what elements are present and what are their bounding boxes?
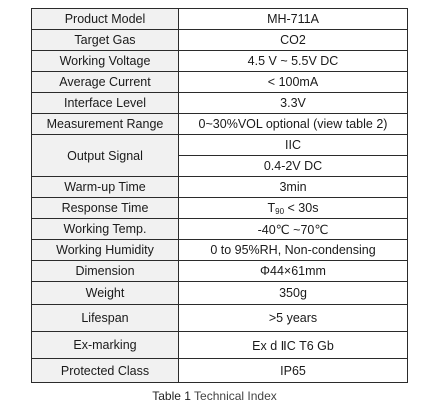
table-row: Interface Level 3.3V xyxy=(31,92,408,114)
caption-number: Table 1 xyxy=(152,389,191,403)
table-row: Working Humidity 0 to 95%RH, Non-condens… xyxy=(31,239,408,261)
row-label: Measurement Range xyxy=(31,113,179,135)
technical-index-table: Product Model MH-711A Target Gas CO2 Wor… xyxy=(31,8,408,383)
caption-text: Technical Index xyxy=(194,389,277,403)
row-label: Weight xyxy=(31,281,179,305)
row-value: 4.5 V ~ 5.5V DC xyxy=(178,50,408,72)
table-row: Ex-marking Ex d ⅡC T6 Gb xyxy=(31,331,408,359)
row-value: 0~30%VOL optional (view table 2) xyxy=(178,113,408,135)
row-value: Ex d ⅡC T6 Gb xyxy=(178,331,408,359)
row-label: Output Signal xyxy=(31,134,179,177)
table-row: Weight 350g xyxy=(31,281,408,305)
row-value: MH-711A xyxy=(178,8,408,30)
row-label: Target Gas xyxy=(31,29,179,51)
row-value: 3.3V xyxy=(178,92,408,114)
row-label: Interface Level xyxy=(31,92,179,114)
row-value: IP65 xyxy=(178,358,408,383)
table-row: Warm-up Time 3min xyxy=(31,176,408,198)
row-value: 0 to 95%RH, Non-condensing xyxy=(178,239,408,261)
row-value: CO2 xyxy=(178,29,408,51)
row-value: 3min xyxy=(178,176,408,198)
table-row: Working Temp. -40℃ ~70℃ xyxy=(31,218,408,240)
row-label: Working Voltage xyxy=(31,50,179,72)
row-value: IIC xyxy=(178,134,408,156)
row-value: < 100mA xyxy=(178,71,408,93)
table-row: 0.4-2V DC xyxy=(32,155,408,177)
row-label: Working Temp. xyxy=(31,218,179,240)
table-row: Working Voltage 4.5 V ~ 5.5V DC xyxy=(31,50,408,72)
table-row: Output Signal IIC xyxy=(31,134,408,177)
row-value: Φ44×61mm xyxy=(178,260,408,282)
table-row: Product Model MH-711A xyxy=(31,8,408,30)
row-label: Working Humidity xyxy=(31,239,179,261)
row-label: Ex-marking xyxy=(31,331,179,359)
row-value: >5 years xyxy=(178,304,408,332)
row-label: Warm-up Time xyxy=(31,176,179,198)
row-label: Dimension xyxy=(31,260,179,282)
row-label: Response Time xyxy=(31,197,179,219)
table-row: Protected Class IP65 xyxy=(31,358,408,383)
row-value: -40℃ ~70℃ xyxy=(178,218,408,240)
table-row: Response Time T90 < 30s xyxy=(31,197,408,219)
row-value: T90 < 30s xyxy=(178,197,408,219)
table-row: Lifespan >5 years xyxy=(31,304,408,332)
row-value: 0.4-2V DC xyxy=(178,155,408,177)
row-value: 350g xyxy=(178,281,408,305)
table-row: Average Current < 100mA xyxy=(31,71,408,93)
table-row: Dimension Φ44×61mm xyxy=(31,260,408,282)
row-label: Lifespan xyxy=(31,304,179,332)
row-label: Average Current xyxy=(31,71,179,93)
table-row: Measurement Range 0~30%VOL optional (vie… xyxy=(31,113,408,135)
row-label: Product Model xyxy=(31,8,179,30)
table-row: Target Gas CO2 xyxy=(31,29,408,51)
row-label: Protected Class xyxy=(31,358,179,383)
table-caption: Table 1 Technical Index xyxy=(0,389,429,403)
